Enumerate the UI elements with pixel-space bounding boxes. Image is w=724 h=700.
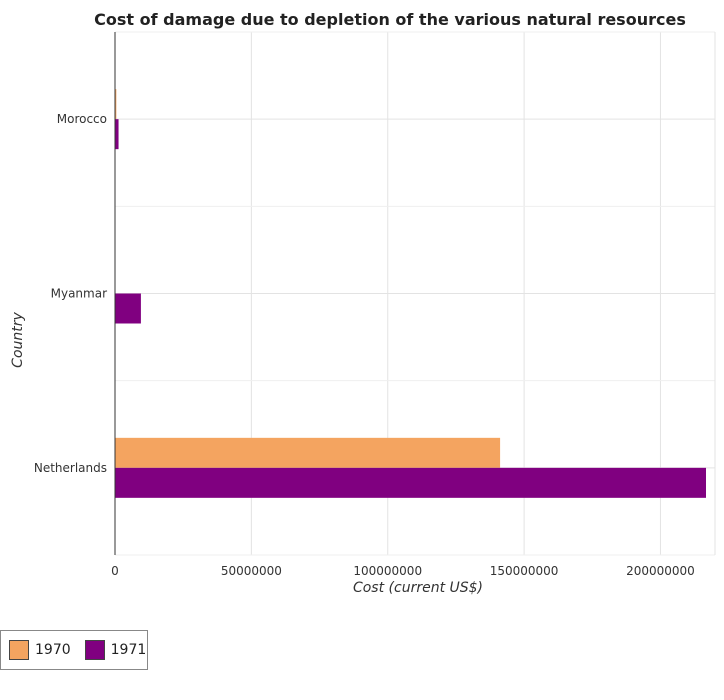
legend-item-1971: 1971 [84, 640, 147, 660]
x-tick-label: 100000000 [353, 564, 422, 578]
legend-label-1970: 1970 [35, 642, 71, 658]
bar-myanmar-1971 [115, 293, 141, 324]
y-tick-label: Morocco [57, 112, 107, 126]
legend-label-1971: 1971 [110, 642, 147, 658]
y-tick-label: Myanmar [51, 287, 107, 301]
bar-netherlands-1971 [115, 467, 706, 498]
bar-morocco-1970 [115, 89, 117, 120]
bars [115, 89, 706, 498]
legend-swatch-1970 [9, 640, 29, 660]
y-tick-label: Netherlands [34, 461, 107, 475]
legend: 1970 1971 [0, 630, 148, 670]
x-tick-label: 50000000 [221, 564, 282, 578]
x-tick-label: 200000000 [626, 564, 695, 578]
bar-netherlands-1970 [115, 437, 501, 468]
chart-title: Cost of damage due to depletion of the v… [94, 10, 686, 29]
x-tick-label: 150000000 [490, 564, 559, 578]
legend-swatch-1971 [84, 640, 105, 660]
bar-morocco-1971 [115, 119, 119, 150]
x-axis-title: Cost (current US$) [353, 580, 483, 596]
axes: 0 50000000 100000000 150000000 200000000 Moro… [34, 32, 695, 578]
legend-item-1970: 1970 [9, 640, 71, 660]
x-tick-label: 0 [111, 564, 119, 578]
y-axis-title: Country [10, 311, 26, 367]
